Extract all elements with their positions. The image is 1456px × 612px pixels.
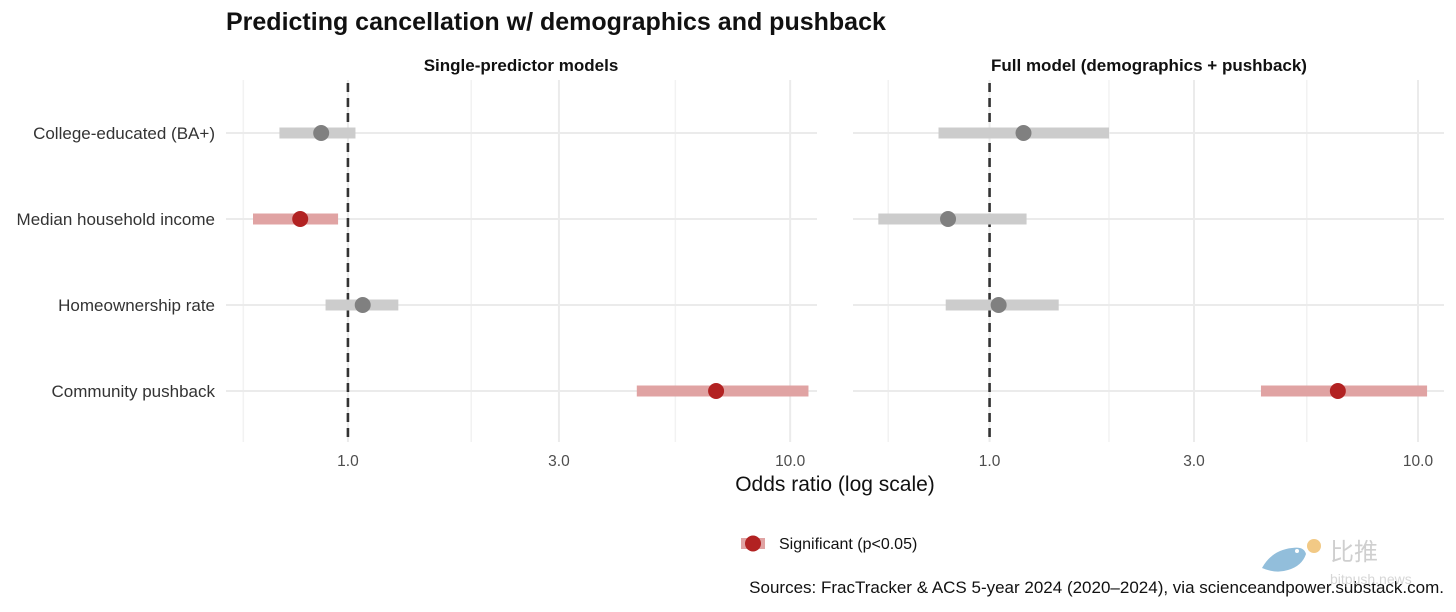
- y-label-income: Median household income: [17, 210, 215, 229]
- point-estimate: [354, 297, 371, 313]
- y-label-college: College-educated (BA+): [33, 124, 215, 143]
- y-axis-labels: College-educated (BA+) Median household …: [17, 124, 216, 401]
- watermark-text: 比推: [1330, 539, 1378, 566]
- point-estimate: [1329, 383, 1346, 399]
- x-tick-label: 1.0: [979, 453, 1001, 470]
- y-label-pushback: Community pushback: [52, 382, 216, 401]
- x-tick-label: 10.0: [1403, 453, 1434, 470]
- point-estimate: [940, 211, 957, 227]
- x-tick-label: 3.0: [1183, 453, 1205, 470]
- point-estimate: [292, 211, 309, 227]
- chart-title: Predicting cancellation w/ demographics …: [226, 8, 886, 36]
- x-tick-label: 10.0: [775, 453, 806, 470]
- legend-point-swatch: [745, 535, 761, 552]
- panel-full-model: Full model (demographics + pushback) 1.0…: [853, 56, 1444, 470]
- y-label-homeownership: Homeownership rate: [58, 296, 215, 315]
- coin-icon: [1307, 539, 1321, 553]
- bird-icon: [1262, 547, 1306, 572]
- facet-title-single: Single-predictor models: [424, 56, 619, 75]
- x-tick-label: 3.0: [548, 453, 570, 470]
- legend: Significant (p<0.05): [741, 535, 917, 553]
- source-note: Sources: FracTracker & ACS 5-year 2024 (…: [749, 578, 1444, 597]
- bird-eye-icon: [1295, 549, 1299, 553]
- watermark-subtext: bitpush.news: [1330, 571, 1412, 587]
- x-axis-title: Odds ratio (log scale): [735, 473, 935, 496]
- watermark-logo: 比推 bitpush.news: [1262, 539, 1412, 587]
- point-estimate: [313, 125, 330, 141]
- facet-title-full: Full model (demographics + pushback): [991, 56, 1307, 75]
- point-estimate: [1015, 125, 1032, 141]
- x-tick-label: 1.0: [337, 453, 359, 470]
- panel-single-predictor: Single-predictor models 1.0 3.0 10.0: [226, 56, 817, 470]
- point-estimate: [990, 297, 1007, 313]
- legend-label: Significant (p<0.05): [779, 536, 917, 553]
- point-estimate: [708, 383, 725, 399]
